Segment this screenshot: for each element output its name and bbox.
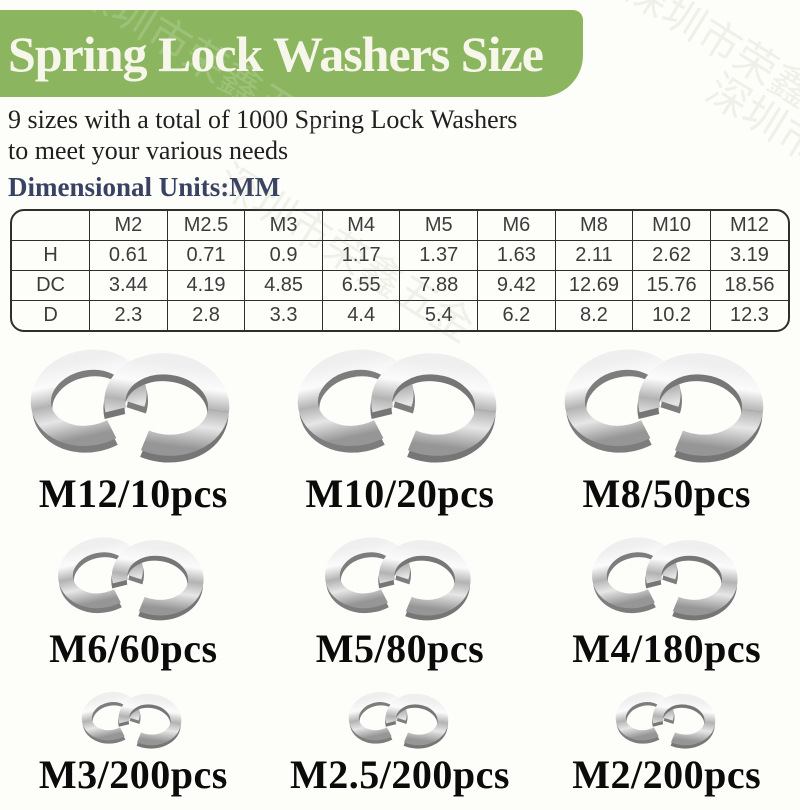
table-header-cell: M5 [399,211,479,242]
product-cell-m6: M6/60pcs [0,529,267,670]
row-label: D [12,300,91,331]
table-header-row: M2 M2.5 M3 M4 M5 M6 M8 M10 M12 [12,211,788,242]
table-cell: 1.37 [399,240,479,272]
table-header-cell: M2 [89,211,168,242]
table-cell: 15.76 [632,270,711,302]
table-cell: 4.19 [166,270,246,302]
table-cell: 5.4 [399,300,479,331]
products-grid: M12/10pcs M10/20pcs M8/50pcs M6/60pcs M5… [0,338,800,796]
table-header-cell: M3 [244,211,323,242]
product-row-1: M12/10pcs M10/20pcs M8/50pcs [0,338,800,515]
table-header-cell: M10 [632,211,711,242]
table-cell: 1.17 [321,240,401,272]
dimensional-units-label: Dimensional Units:MM [8,172,281,203]
spring-washer-photo [582,529,752,628]
table-cell: 4.4 [321,300,401,331]
page-title: Spring Lock Washers Size [8,25,544,82]
table-cell: 7.88 [399,270,479,302]
table-row-h: H 0.61 0.71 0.9 1.17 1.37 1.63 2.11 2.62… [12,240,788,272]
table-cell: 2.62 [632,240,711,272]
row-label: DC [12,270,91,302]
product-label: M4/180pcs [572,626,762,672]
product-label: M3/200pcs [38,752,228,798]
spring-washer-photo [284,338,516,473]
table-cell: 3.19 [709,240,788,272]
spring-washer-photo [551,338,783,473]
table-cell: 10.2 [632,300,711,331]
product-cell-m2-5: M2.5/200pcs [267,686,534,796]
table-cell: 12.3 [709,300,788,331]
row-label: H [12,240,91,272]
product-cell-m10: M10/20pcs [267,338,534,515]
table-cell: 12.69 [554,270,634,302]
product-cell-m2: M2/200pcs [533,686,800,796]
subtitle-line2: to meet your various needs [8,135,289,165]
spring-washer-photo [75,686,191,754]
product-row-2: M6/60pcs M5/80pcs M4/180pcs [0,529,800,670]
product-label: M5/80pcs [315,626,485,672]
product-label: M12/10pcs [38,471,228,517]
spring-washer-photo [315,529,485,628]
subtitle-line1: 9 sizes with a total of 1000 Spring Lock… [8,105,518,134]
table-cell: 2.3 [89,300,168,331]
table-cell: 3.44 [89,270,168,302]
spring-washer-photo [342,686,458,754]
table-cell: 2.8 [166,300,246,331]
product-label: M6/60pcs [49,626,218,672]
subtitle: 9 sizes with a total of 1000 Spring Lock… [8,105,800,166]
table-cell: 6.55 [321,270,401,302]
spring-washer-photo [17,338,249,473]
product-row-3: M3/200pcs M2.5/200pcs M2/200pcs [0,686,800,796]
table-cell: 0.9 [244,240,323,272]
table-cell: 0.71 [166,240,246,272]
product-label: M10/20pcs [305,471,495,517]
product-label: M2/200pcs [572,752,762,798]
spring-washer-photo [609,686,725,754]
dimensions-table: M2 M2.5 M3 M4 M5 M6 M8 M10 M12 H 0.61 0.… [10,209,790,333]
table-header-cell: M8 [554,211,634,242]
table-cell: 18.56 [709,270,788,302]
product-label: M8/50pcs [582,471,751,517]
table-cell: 8.2 [554,300,634,331]
table-header-cell [12,211,91,242]
table-cell: 1.63 [477,240,556,272]
table-header-cell: M6 [477,211,556,242]
table-cell: 2.11 [554,240,634,272]
table-row-d: D 2.3 2.8 3.3 4.4 5.4 6.2 8.2 10.2 12.3 [12,300,788,331]
title-banner: Spring Lock Washers Size [0,10,583,97]
table-header-cell: M12 [709,211,788,242]
table-cell: 3.3 [244,300,323,331]
product-cell-m4: M4/180pcs [533,529,800,670]
table-cell: 6.2 [477,300,556,331]
table-header-cell: M2.5 [166,211,246,242]
product-cell-m5: M5/80pcs [267,529,534,670]
product-label: M2.5/200pcs [290,752,510,798]
table-header-cell: M4 [321,211,401,242]
table-cell: 4.85 [244,270,323,302]
product-cell-m12: M12/10pcs [0,338,267,515]
spring-washer-photo [48,529,218,628]
table-cell: 0.61 [89,240,168,272]
product-cell-m8: M8/50pcs [533,338,800,515]
table-row-dc: DC 3.44 4.19 4.85 6.55 7.88 9.42 12.69 1… [12,270,788,302]
table-cell: 9.42 [477,270,556,302]
product-cell-m3: M3/200pcs [0,686,267,796]
